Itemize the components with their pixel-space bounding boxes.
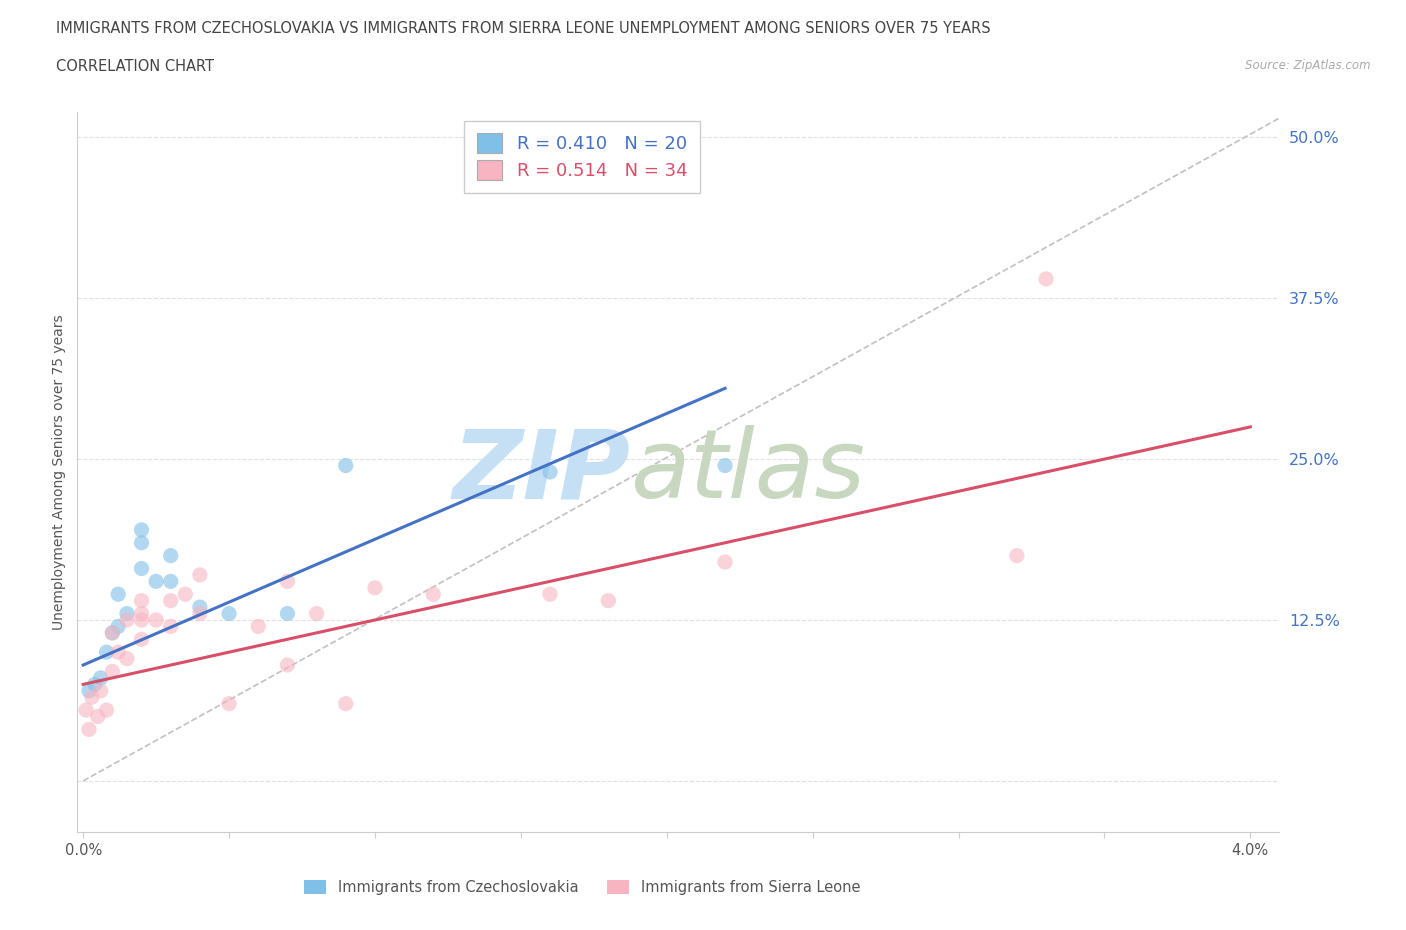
Point — [188, 606, 211, 621]
Point — [131, 593, 153, 608]
Point — [714, 458, 737, 473]
Point — [714, 554, 737, 569]
Point — [90, 684, 112, 698]
Y-axis label: Unemployment Among Seniors over 75 years: Unemployment Among Seniors over 75 years — [52, 314, 66, 630]
Point — [364, 580, 387, 595]
Point — [107, 587, 129, 602]
Point — [276, 606, 298, 621]
Point — [188, 600, 211, 615]
Text: CORRELATION CHART: CORRELATION CHART — [56, 59, 214, 73]
Point — [115, 613, 138, 628]
Point — [101, 664, 124, 679]
Point — [305, 606, 328, 621]
Point — [538, 465, 561, 480]
Point — [218, 697, 240, 711]
Text: atlas: atlas — [630, 426, 865, 519]
Point — [87, 709, 110, 724]
Point — [131, 561, 153, 576]
Point — [80, 690, 103, 705]
Point — [218, 606, 240, 621]
Point — [422, 587, 444, 602]
Point — [101, 625, 124, 640]
Point — [335, 697, 357, 711]
Point — [145, 613, 167, 628]
Point — [159, 574, 181, 589]
Point — [188, 567, 211, 582]
Point — [159, 548, 181, 563]
Point — [107, 644, 129, 659]
Point — [276, 658, 298, 672]
Text: Source: ZipAtlas.com: Source: ZipAtlas.com — [1246, 59, 1371, 72]
Point — [276, 574, 298, 589]
Point — [115, 651, 138, 666]
Point — [75, 703, 97, 718]
Point — [101, 625, 124, 640]
Text: IMMIGRANTS FROM CZECHOSLOVAKIA VS IMMIGRANTS FROM SIERRA LEONE UNEMPLOYMENT AMON: IMMIGRANTS FROM CZECHOSLOVAKIA VS IMMIGR… — [56, 21, 991, 36]
Point — [159, 593, 181, 608]
Point — [335, 458, 357, 473]
Point — [145, 574, 167, 589]
Point — [96, 644, 118, 659]
Point — [107, 619, 129, 634]
Point — [131, 631, 153, 646]
Text: ZIP: ZIP — [453, 426, 630, 519]
Point — [1005, 548, 1028, 563]
Point — [96, 703, 118, 718]
Point — [598, 593, 620, 608]
Point — [115, 606, 138, 621]
Point — [131, 613, 153, 628]
Point — [174, 587, 197, 602]
Point — [77, 722, 100, 737]
Point — [131, 606, 153, 621]
Point — [247, 619, 270, 634]
Point — [538, 587, 561, 602]
Point — [131, 523, 153, 538]
Point — [77, 684, 100, 698]
Legend: Immigrants from Czechoslovakia, Immigrants from Sierra Leone: Immigrants from Czechoslovakia, Immigran… — [298, 873, 866, 901]
Point — [1035, 272, 1057, 286]
Point — [90, 671, 112, 685]
Point — [131, 536, 153, 551]
Point — [159, 619, 181, 634]
Point — [83, 677, 105, 692]
